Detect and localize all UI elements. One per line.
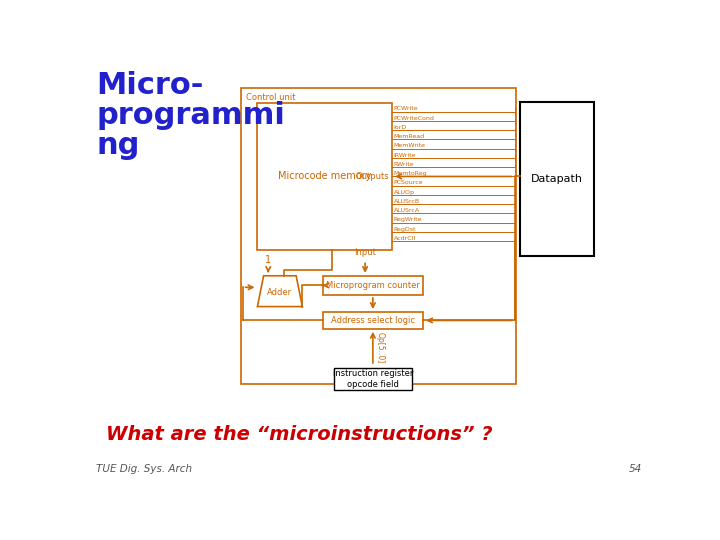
Text: Control unit: Control unit xyxy=(246,92,295,102)
Text: TUE Dig. Sys. Arch: TUE Dig. Sys. Arch xyxy=(96,464,192,475)
Text: 54: 54 xyxy=(629,464,642,475)
Text: RegDst: RegDst xyxy=(394,226,416,232)
Text: MemWrite: MemWrite xyxy=(394,143,426,148)
Bar xyxy=(323,312,423,329)
Text: Micro-
programmi
ng: Micro- programmi ng xyxy=(96,71,285,160)
Text: Outputs: Outputs xyxy=(356,172,389,181)
Text: Microcode memory: Microcode memory xyxy=(278,172,371,181)
Text: MemRead: MemRead xyxy=(394,134,425,139)
Text: ALUSrcA: ALUSrcA xyxy=(394,208,420,213)
Text: Microprogram counter: Microprogram counter xyxy=(326,281,420,290)
Text: RegWrite: RegWrite xyxy=(394,217,423,222)
Text: Address select logic: Address select logic xyxy=(331,316,415,325)
Text: PCWrite: PCWrite xyxy=(394,106,418,111)
Text: Adder: Adder xyxy=(267,288,292,297)
Bar xyxy=(256,103,392,249)
Text: ALUOp: ALUOp xyxy=(394,190,415,194)
Bar xyxy=(241,88,516,384)
Text: PCSource: PCSource xyxy=(394,180,423,185)
Text: Datapath: Datapath xyxy=(531,174,583,184)
Text: Input: Input xyxy=(354,248,376,257)
Text: MemtoReg: MemtoReg xyxy=(394,171,428,176)
Text: IRWrite: IRWrite xyxy=(394,153,416,158)
Text: Op[5..0]: Op[5..0] xyxy=(375,332,384,363)
Text: ALUSrcB: ALUSrcB xyxy=(394,199,420,204)
Text: instruction register
opcode field: instruction register opcode field xyxy=(333,369,413,389)
Bar xyxy=(323,276,423,295)
Bar xyxy=(520,102,594,256)
Bar xyxy=(334,368,412,390)
Text: 1: 1 xyxy=(265,255,271,265)
Text: AcdrCll: AcdrCll xyxy=(394,236,416,241)
Text: What are the “microinstructions” ?: What are the “microinstructions” ? xyxy=(106,425,492,444)
Text: RWrite: RWrite xyxy=(394,162,415,167)
Text: PCWriteCond: PCWriteCond xyxy=(394,116,435,120)
Text: IorD: IorD xyxy=(394,125,407,130)
